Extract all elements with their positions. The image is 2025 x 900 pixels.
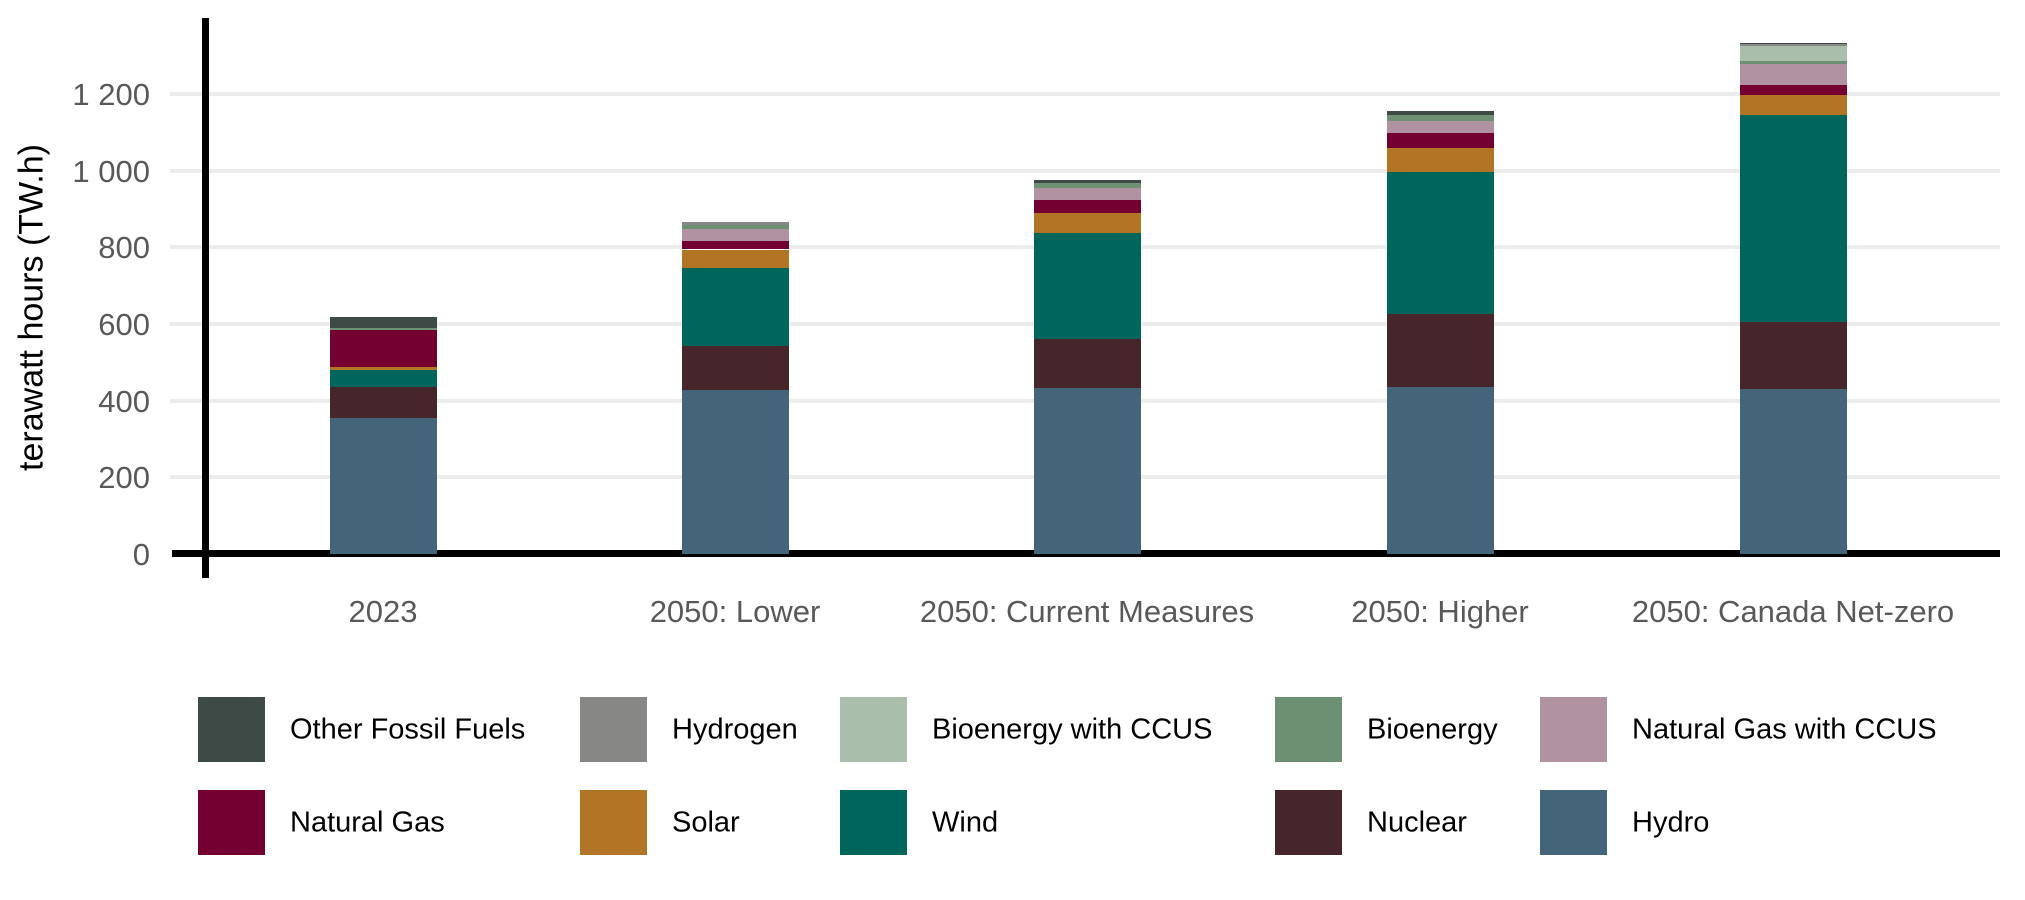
x-category-label-2050-higher: 2050: Higher — [1351, 594, 1529, 629]
bar-segment-2050-canada-net-zero-solar[interactable] — [1739, 94, 1847, 116]
bar-segment-2050-current-measures-solar[interactable] — [1033, 213, 1141, 233]
bar-segment-2023-bioenergy[interactable] — [329, 328, 437, 331]
bar-segment-2050-higher-wind[interactable] — [1386, 172, 1494, 314]
bar-segment-2050-current-measures-bioenergy[interactable] — [1033, 183, 1141, 189]
bar-segment-2050-canada-net-zero-hydrogen[interactable] — [1739, 44, 1847, 47]
gridline-1000 — [170, 168, 2000, 173]
other-fossil-fuels-swatch-icon — [198, 697, 265, 762]
legend-label-bioenergy: Bioenergy — [1367, 713, 1498, 745]
y-tick-label-1000: 1 000 — [72, 153, 150, 189]
bar-segment-2050-higher-solar[interactable] — [1386, 148, 1494, 173]
bar-segment-2050-current-measures-nuclear[interactable] — [1033, 338, 1141, 388]
bar-segment-2050-higher-natural-gas-with-ccus[interactable] — [1386, 120, 1494, 134]
y-tick-label-400: 400 — [98, 383, 150, 419]
bar-segment-2050-lower-wind[interactable] — [681, 267, 789, 347]
legend-label-bioenergy-with-ccus: Bioenergy with CCUS — [932, 713, 1213, 745]
bar-segment-2023-wind[interactable] — [329, 369, 437, 387]
bioenergy-swatch-icon — [1275, 697, 1342, 762]
solar-swatch-icon — [580, 790, 647, 855]
y-tick-label-0: 0 — [132, 537, 150, 572]
bar-segment-2023-solar[interactable] — [329, 367, 437, 370]
bar-segment-2050-lower-natural-gas[interactable] — [681, 240, 789, 250]
bar-segment-2050-lower-hydrogen[interactable] — [681, 221, 789, 225]
bar-segment-2050-canada-net-zero-nuclear[interactable] — [1739, 321, 1847, 389]
bar-segment-2050-higher-other-fossil-fuels[interactable] — [1386, 110, 1494, 115]
legend-label-natural-gas-with-ccus: Natural Gas with CCUS — [1632, 713, 1937, 745]
y-axis-line — [202, 18, 209, 578]
bar-segment-2050-canada-net-zero-wind[interactable] — [1739, 115, 1847, 322]
hydrogen-swatch-icon — [580, 697, 647, 762]
bar-segment-2050-canada-net-zero-other-fossil-fuels[interactable] — [1739, 42, 1847, 45]
bar-segment-2050-current-measures-wind[interactable] — [1033, 232, 1141, 339]
bar-segment-2023-hydro[interactable] — [329, 418, 437, 554]
bar-segment-2050-lower-hydro[interactable] — [681, 389, 789, 554]
bar-segment-2050-higher-hydro[interactable] — [1386, 387, 1494, 554]
bar-segment-2050-canada-net-zero-bioenergy-with-ccus[interactable] — [1739, 46, 1847, 61]
bar-segment-2050-current-measures-natural-gas-with-ccus[interactable] — [1033, 188, 1141, 200]
bar-segment-2023-natural-gas[interactable] — [329, 330, 437, 368]
hydro-swatch-icon — [1540, 790, 1607, 855]
bioenergy-with-ccus-swatch-icon — [840, 697, 907, 762]
legend-label-wind: Wind — [932, 806, 999, 838]
y-tick-label-1200: 1 200 — [72, 76, 150, 112]
x-category-label-2050-current-measures: 2050: Current Measures — [919, 594, 1255, 629]
x-category-label-2050-canada-net-zero: 2050: Canada Net-zero — [1631, 594, 1955, 629]
wind-swatch-icon — [840, 790, 907, 855]
natural-gas-with-ccus-swatch-icon — [1540, 697, 1607, 762]
y-tick-label-200: 200 — [98, 460, 150, 496]
nuclear-swatch-icon — [1275, 790, 1342, 855]
bar-segment-2050-current-measures-hydro[interactable] — [1033, 387, 1141, 554]
bar-segment-2023-other-fossil-fuels[interactable] — [329, 316, 437, 329]
bar-segment-2050-lower-natural-gas-with-ccus[interactable] — [681, 228, 789, 241]
bar-segment-2050-canada-net-zero-hydro[interactable] — [1739, 388, 1847, 554]
y-tick-label-800: 800 — [98, 230, 150, 266]
legend-label-hydrogen: Hydrogen — [672, 713, 798, 745]
bar-segment-2050-current-measures-other-fossil-fuels[interactable] — [1033, 180, 1141, 184]
legend-label-nuclear: Nuclear — [1367, 806, 1467, 838]
bar-segment-2050-canada-net-zero-bioenergy[interactable] — [1739, 60, 1847, 65]
gridline-1200 — [170, 91, 2000, 96]
bar-segment-2050-canada-net-zero-natural-gas-with-ccus[interactable] — [1739, 64, 1847, 86]
bar-segment-2050-current-measures-natural-gas[interactable] — [1033, 199, 1141, 214]
bar-segment-2050-lower-solar[interactable] — [681, 249, 789, 268]
y-tick-label-600: 600 — [98, 306, 150, 342]
bar-segment-2050-canada-net-zero-natural-gas[interactable] — [1739, 85, 1847, 95]
legend-label-solar: Solar — [672, 806, 740, 838]
bar-segment-2050-lower-nuclear[interactable] — [681, 346, 789, 390]
legend-label-hydro: Hydro — [1632, 806, 1710, 838]
legend-label-other-fossil-fuels: Other Fossil Fuels — [290, 713, 526, 745]
bar-segment-2050-higher-nuclear[interactable] — [1386, 313, 1494, 388]
bar-segment-2050-higher-bioenergy[interactable] — [1386, 114, 1494, 121]
legend-label-natural-gas: Natural Gas — [290, 806, 445, 838]
x-category-label-2023: 2023 — [348, 594, 418, 629]
bar-segment-2023-nuclear[interactable] — [329, 386, 437, 419]
bar-segment-2050-higher-natural-gas[interactable] — [1386, 133, 1494, 149]
x-category-label-2050-lower: 2050: Lower — [649, 594, 821, 629]
bar-segment-2050-lower-bioenergy[interactable] — [681, 224, 789, 229]
natural-gas-swatch-icon — [198, 790, 265, 855]
